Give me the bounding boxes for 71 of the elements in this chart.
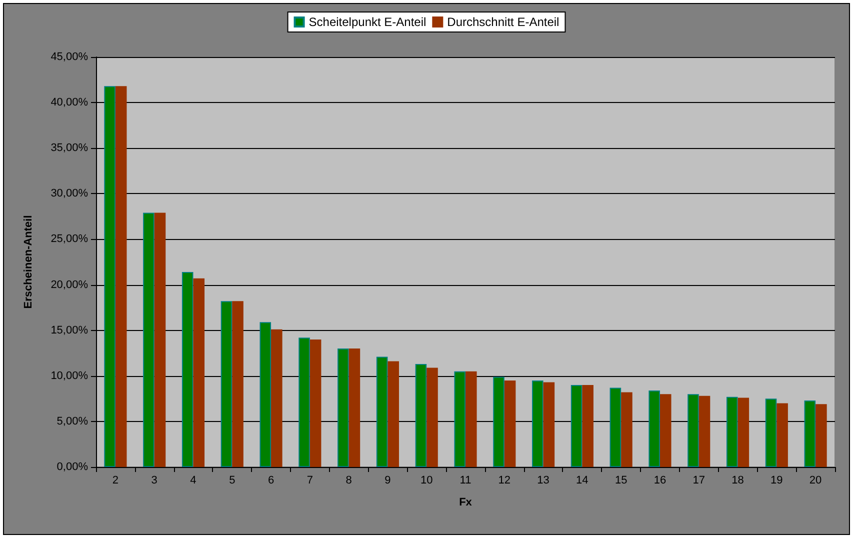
bar — [232, 301, 244, 467]
x-tick-label: 4 — [190, 474, 196, 486]
bar — [765, 398, 777, 467]
bar — [493, 376, 504, 467]
y-tick-label: 35,00% — [50, 142, 88, 154]
legend-label: Scheitelpunkt E-Anteil — [308, 15, 426, 29]
bar — [298, 338, 310, 467]
bar — [582, 385, 594, 467]
bar — [115, 86, 127, 467]
x-tick-label: 2 — [112, 474, 119, 486]
bar — [415, 364, 427, 467]
bar — [698, 396, 710, 467]
bar — [776, 403, 788, 467]
legend-label: Durchschnitt E-Anteil — [447, 15, 560, 29]
y-tick-label: 20,00% — [50, 278, 88, 291]
bar — [543, 382, 555, 467]
bar — [688, 394, 699, 467]
bar — [271, 329, 282, 467]
bar — [104, 86, 116, 467]
y-tick-label: 40,00% — [50, 96, 88, 109]
bar — [220, 301, 232, 467]
x-axis-title: Fx — [459, 496, 473, 508]
x-tick-label: 10 — [420, 474, 433, 486]
y-axis-title: Erscheinen-Anteil — [22, 215, 34, 309]
bar — [376, 356, 388, 467]
y-tick-label: 5,00% — [56, 415, 88, 428]
x-tick-label: 11 — [460, 474, 472, 486]
bar — [338, 348, 349, 467]
bar — [610, 388, 622, 467]
x-tick-label: 15 — [614, 474, 628, 486]
bar — [466, 371, 477, 467]
bar — [143, 212, 154, 467]
bar — [532, 380, 544, 467]
bar — [648, 390, 660, 467]
bar — [738, 398, 750, 467]
x-tick-label: 5 — [229, 474, 236, 486]
x-tick-label: 18 — [732, 474, 744, 486]
bar — [193, 278, 205, 467]
x-tick-label: 20 — [809, 474, 822, 486]
x-tick-label: 16 — [654, 474, 666, 486]
bar — [726, 396, 738, 467]
y-tick-label: 10,00% — [50, 370, 88, 382]
x-tick-label: 6 — [268, 474, 274, 486]
bar — [310, 339, 322, 467]
bar — [154, 212, 166, 467]
bar — [348, 348, 360, 467]
bar — [570, 385, 582, 467]
x-tick-label: 9 — [384, 474, 391, 486]
y-tick-label: 15,00% — [50, 324, 88, 336]
y-tick-label: 45,00% — [50, 51, 88, 63]
bar — [504, 380, 516, 467]
bar — [621, 392, 632, 467]
bar — [660, 394, 672, 467]
bar — [388, 361, 399, 467]
y-tick-label: 25,00% — [50, 233, 88, 246]
y-tick-label: 0,00% — [56, 461, 88, 473]
x-tick-label: 14 — [576, 474, 588, 486]
y-tick-label: 30,00% — [50, 188, 88, 200]
x-tick-label: 3 — [151, 474, 158, 486]
x-tick-label: 19 — [770, 474, 783, 486]
x-tick-label: 17 — [692, 474, 705, 486]
bar — [260, 322, 272, 467]
bar — [816, 404, 827, 467]
x-tick-label: 7 — [306, 474, 313, 486]
x-tick-label: 8 — [346, 474, 352, 486]
bar — [182, 272, 194, 467]
x-tick-label: 12 — [498, 474, 511, 486]
bar — [804, 400, 816, 467]
bar — [454, 371, 466, 467]
x-tick-label: 13 — [537, 474, 550, 486]
bar — [426, 368, 438, 467]
